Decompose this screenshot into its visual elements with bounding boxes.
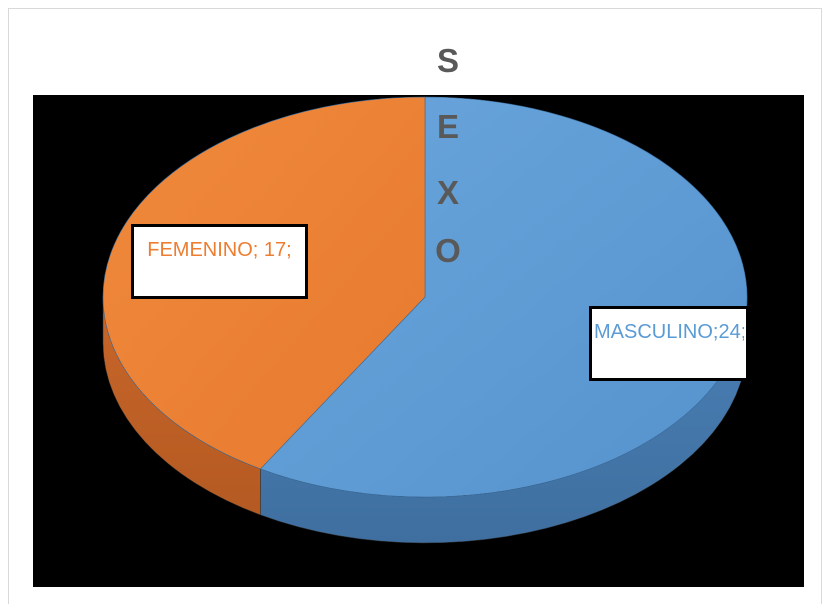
data-label-femenino-text: FEMENINO; 17; <box>147 239 292 261</box>
chart-title-letter-x: X <box>436 174 459 211</box>
chart-title-letter-s: S <box>436 42 459 79</box>
data-label-masculino-text: MASCULINO;24; <box>594 321 744 343</box>
chart-title-letter-e: E <box>436 108 459 145</box>
data-label-femenino: FEMENINO; 17; <box>131 224 308 299</box>
chart-title-letter-o: O <box>435 232 461 269</box>
data-label-masculino: MASCULINO;24; <box>589 306 749 381</box>
